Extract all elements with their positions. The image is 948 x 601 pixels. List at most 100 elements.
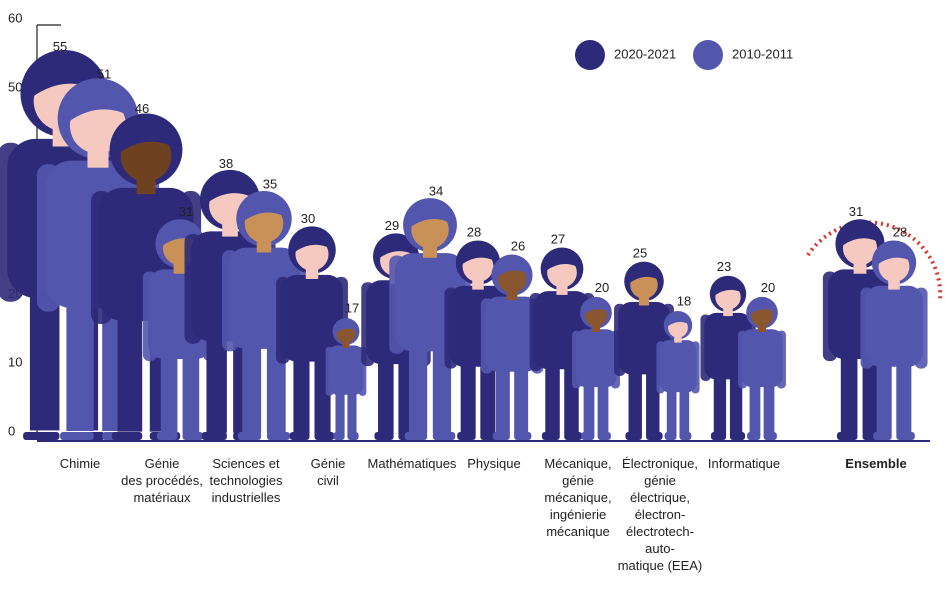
fringe <box>118 122 173 154</box>
fringe <box>335 321 356 333</box>
shoe <box>23 432 60 440</box>
x-tick-label: Chimie <box>60 456 100 471</box>
neck <box>472 278 484 290</box>
shoe <box>111 432 143 440</box>
person-figure <box>860 240 928 440</box>
shoe <box>541 432 560 440</box>
leg <box>347 385 357 436</box>
body <box>741 329 783 388</box>
shoe <box>333 432 345 440</box>
shoe <box>182 432 204 440</box>
shoe <box>873 432 892 440</box>
neck <box>556 283 568 295</box>
shoe <box>457 432 476 440</box>
leg <box>206 320 227 433</box>
value-label: 35 <box>263 177 277 192</box>
fringe <box>294 232 330 253</box>
x-tick-label: Ensemble <box>845 456 906 471</box>
leg <box>242 329 262 434</box>
leg <box>679 382 690 436</box>
shoe <box>564 432 583 440</box>
shoe <box>492 432 510 440</box>
shoe <box>597 432 611 440</box>
shoe <box>404 432 428 440</box>
value-label: 30 <box>301 211 315 226</box>
leg <box>896 351 912 435</box>
value-label: 38 <box>219 156 233 171</box>
leg <box>545 354 560 435</box>
value-label: 25 <box>633 245 647 260</box>
value-label: 27 <box>551 232 565 247</box>
fringe <box>496 259 528 277</box>
fringe <box>714 280 742 296</box>
fringe <box>667 314 689 327</box>
value-label: 18 <box>677 294 691 309</box>
neck <box>342 340 350 348</box>
x-tick-label: Physique <box>467 456 520 471</box>
shoe <box>201 432 227 440</box>
fringe <box>546 252 578 271</box>
leg <box>378 348 394 435</box>
shoe <box>729 432 746 440</box>
shoe <box>625 432 642 440</box>
shoe <box>581 432 595 440</box>
value-label: 23 <box>717 259 731 274</box>
leg <box>182 341 200 434</box>
shoe <box>237 432 262 440</box>
y-tick-label: 50 <box>8 79 22 94</box>
person-figure <box>325 318 367 440</box>
shoe <box>664 432 677 440</box>
shoe <box>156 432 178 440</box>
body <box>659 340 697 393</box>
body <box>281 274 343 362</box>
legend-swatch <box>693 40 723 70</box>
fringe <box>841 225 879 246</box>
fringe <box>31 61 97 98</box>
body <box>328 345 364 395</box>
y-tick-label: 0 <box>8 423 15 438</box>
y-tick-label: 60 <box>8 10 22 25</box>
leg <box>763 376 775 436</box>
fringe <box>409 204 450 228</box>
shoe <box>710 432 727 440</box>
value-label: 20 <box>761 280 775 295</box>
x-tick-label: Informatique <box>708 456 780 471</box>
fringe <box>584 300 608 315</box>
y-tick-label: 10 <box>8 355 22 370</box>
value-label: 51 <box>97 66 111 81</box>
shoe <box>266 432 291 440</box>
fringe <box>461 246 495 265</box>
shoe <box>289 432 310 440</box>
neck <box>506 289 518 301</box>
shoe <box>836 432 858 440</box>
shoe <box>514 432 532 440</box>
value-label: 46 <box>135 101 149 116</box>
value-label: 26 <box>511 238 525 253</box>
leg <box>160 341 178 434</box>
value-label: 29 <box>385 218 399 233</box>
body <box>485 296 539 372</box>
shoe <box>60 432 94 440</box>
fringe <box>207 177 253 203</box>
shoe <box>646 432 663 440</box>
x-tick-label: Génie civil <box>311 456 346 488</box>
leg <box>628 360 642 435</box>
leg <box>460 351 476 435</box>
shoe <box>679 432 692 440</box>
person-figure <box>480 254 544 440</box>
leg <box>597 376 609 436</box>
fringe <box>243 198 285 222</box>
value-label: 20 <box>595 280 609 295</box>
x-tick-label: Électronique, génie électrique, électron-él… <box>618 456 703 573</box>
shoe <box>763 432 777 440</box>
shoe <box>314 432 335 440</box>
shoe <box>896 432 915 440</box>
x-tick-label: Génie des procédés, matériaux <box>121 456 203 505</box>
fringe <box>378 239 413 259</box>
body <box>865 285 923 367</box>
leg <box>876 351 892 435</box>
fringe <box>877 246 911 265</box>
shoe <box>347 432 359 440</box>
value-label: 31 <box>849 204 863 219</box>
leg <box>713 366 727 435</box>
